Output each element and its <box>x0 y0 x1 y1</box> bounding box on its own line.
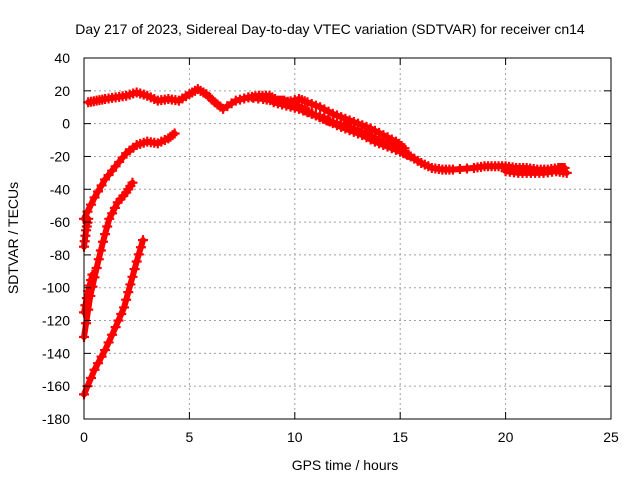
y-tick-label: -140 <box>42 345 70 361</box>
data-point <box>561 167 572 178</box>
axis-ticks: 0 5 10 15 20 25 40 20 0 -20 -40 -60 -80 -100 -120 -140 -… <box>42 50 619 445</box>
x-tick-label: 20 <box>498 429 514 445</box>
data-point <box>116 308 127 319</box>
y-tick-label: -180 <box>42 411 70 427</box>
y-tick-label: 40 <box>54 50 70 66</box>
y-tick-label: -20 <box>50 148 70 164</box>
data-point <box>81 293 92 304</box>
data-point <box>131 256 142 267</box>
data-points <box>79 84 572 400</box>
series-rise-1 <box>79 128 180 224</box>
data-point <box>119 302 130 313</box>
data-point <box>169 128 180 139</box>
data-point <box>84 280 95 291</box>
x-tick-label: 15 <box>392 429 408 445</box>
data-point <box>81 318 92 329</box>
data-point <box>135 242 146 253</box>
data-point <box>403 149 414 160</box>
y-axis-label: SDTVAR / TECUs <box>5 182 21 294</box>
data-point <box>113 315 124 326</box>
data-point <box>96 180 107 191</box>
data-point <box>97 236 108 247</box>
data-point <box>93 186 104 197</box>
x-tick-label: 10 <box>287 429 303 445</box>
data-point <box>127 177 138 188</box>
data-point <box>87 269 98 280</box>
data-point <box>80 300 91 311</box>
data-point <box>96 351 107 362</box>
data-point <box>103 337 114 348</box>
data-point <box>104 213 115 224</box>
data-point <box>107 329 118 340</box>
data-point <box>89 364 100 375</box>
plot-frame <box>83 57 612 420</box>
data-point <box>125 279 136 290</box>
data-point <box>138 235 149 246</box>
data-point <box>121 294 132 305</box>
series-right-band <box>500 166 572 178</box>
x-tick-label: 0 <box>80 429 88 445</box>
chart-title: Day 217 of 2023, Sidereal Day-to-day VTE… <box>75 21 585 37</box>
y-tick-label: -40 <box>50 181 70 197</box>
data-point <box>167 130 178 141</box>
y-tick-label: 0 <box>62 116 70 132</box>
data-point <box>91 263 102 274</box>
data-point <box>86 275 97 286</box>
grid <box>84 58 611 419</box>
data-point <box>100 229 111 240</box>
data-point <box>86 372 97 383</box>
y-tick-label: -80 <box>50 247 70 263</box>
data-point <box>110 322 121 333</box>
series-lower-band <box>268 97 414 160</box>
data-point <box>100 345 111 356</box>
data-point <box>86 199 97 210</box>
x-axis-label: GPS time / hours <box>292 457 399 473</box>
data-point <box>133 249 144 260</box>
y-tick-label: -160 <box>42 378 70 394</box>
y-tick-label: -120 <box>42 313 70 329</box>
data-point <box>93 254 104 265</box>
data-point <box>123 287 134 298</box>
y-tick-label: 20 <box>54 83 70 99</box>
data-point <box>129 264 140 275</box>
data-point <box>93 358 104 369</box>
data-point <box>107 208 118 219</box>
x-tick-label: 5 <box>186 429 194 445</box>
series-rise-4 <box>79 269 98 318</box>
x-tick-label: 25 <box>603 429 619 445</box>
data-point <box>109 202 120 213</box>
y-tick-label: -60 <box>50 214 70 230</box>
data-point <box>95 245 106 256</box>
data-point <box>89 192 100 203</box>
data-point <box>102 221 113 232</box>
data-point <box>127 271 138 282</box>
y-tick-label: -100 <box>42 280 70 296</box>
